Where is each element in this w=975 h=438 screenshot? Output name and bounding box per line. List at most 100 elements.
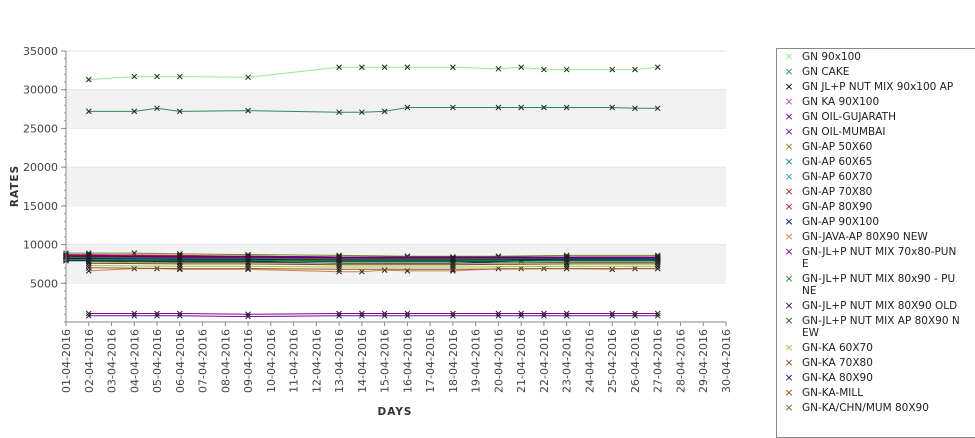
data-point (563, 312, 570, 319)
legend-label: GN-AP 60X65 (802, 156, 873, 168)
data-point (654, 312, 661, 319)
data-point (85, 253, 92, 260)
data-point (336, 260, 342, 267)
data-point (450, 310, 456, 317)
series-15 (63, 255, 661, 263)
data-point (450, 64, 456, 71)
legend-item: × GN-KA 80X90 (777, 370, 975, 385)
data-point (541, 66, 547, 73)
data-point (450, 266, 456, 273)
x-tick-label: 07-04-2016 (197, 329, 210, 393)
data-point (450, 312, 456, 319)
legend-marker-icon: × (784, 245, 794, 258)
legend-marker-icon: × (784, 50, 794, 63)
data-point (176, 259, 183, 266)
data-point (404, 64, 411, 71)
legend-item: × GN-JL+P NUT MIX AP 80X90 NEW (777, 313, 975, 340)
legend-label: GN OIL-MUMBAI (802, 126, 886, 138)
data-point (654, 310, 661, 317)
series-4 (85, 310, 661, 318)
data-point (404, 310, 411, 317)
data-point (654, 254, 661, 261)
data-point (609, 66, 616, 73)
data-point (359, 64, 365, 71)
data-point (245, 259, 251, 266)
y-tick-label: 35000 (23, 45, 58, 58)
data-point (336, 312, 342, 319)
data-point (154, 73, 160, 80)
y-tick-label: 5000 (30, 277, 58, 290)
data-point (176, 310, 183, 317)
legend-marker-icon: × (784, 200, 794, 213)
x-tick-label: 09-04-2016 (242, 329, 255, 393)
data-point (609, 104, 616, 111)
legend-marker-icon: × (784, 95, 794, 108)
x-axis-label: DAYS (377, 406, 412, 418)
legend-marker-icon: × (784, 314, 794, 327)
data-point (632, 312, 638, 319)
data-point (381, 267, 388, 273)
legend-label: GN-KA 60X70 (802, 342, 873, 354)
x-tick-label: 10-04-2016 (265, 329, 278, 393)
x-tick-label: 01-04-2016 (60, 329, 73, 393)
x-tick-label: 11-04-2016 (288, 329, 301, 393)
series-line (66, 258, 658, 261)
y-tick-label: 25000 (23, 122, 58, 135)
data-point (381, 64, 388, 71)
data-point (450, 260, 456, 267)
legend-item: × GN OIL-GUJARATH (777, 109, 975, 124)
data-point (245, 313, 251, 320)
legend: × GN 90x100 × GN CAKE × GN JL+P NUT MIX 90x10… (776, 48, 975, 438)
legend-item: × GN OIL-MUMBAI (777, 124, 975, 139)
legend-label: GN-JL+P NUT MIX 80x90 - PUNE (802, 273, 956, 297)
data-point (609, 310, 616, 317)
axes: 5000 10000 15000 20000 25000 30000 35000 01-04-… (23, 45, 733, 393)
line-chart: 5000 10000 15000 20000 25000 30000 35000 01-04-… (9, 45, 733, 418)
data-point (563, 104, 570, 111)
x-tick-label: 22-04-2016 (538, 329, 551, 393)
data-point (131, 73, 138, 80)
data-point (336, 268, 342, 275)
data-point (245, 74, 251, 81)
data-point (450, 254, 456, 261)
legend-label: GN-AP 60X70 (802, 171, 873, 183)
data-point (85, 310, 92, 317)
data-point (404, 312, 411, 319)
series-5 (85, 312, 661, 320)
data-point (541, 312, 547, 319)
data-point (563, 66, 570, 73)
series-line (66, 255, 658, 259)
data-point (131, 108, 138, 115)
legend-item: × GN 90x100 (777, 49, 975, 64)
data-point (176, 108, 183, 115)
data-point (563, 259, 570, 266)
series-line (66, 258, 658, 262)
data-point (495, 310, 502, 317)
data-point (359, 312, 365, 319)
legend-item: × GN-AP 70X80 (777, 184, 975, 199)
legend-marker-icon: × (784, 299, 794, 312)
data-point (518, 64, 525, 71)
x-tick-label: 05-04-2016 (151, 329, 164, 393)
data-point (654, 64, 661, 71)
legend-label: GN-JL+P NUT MIX AP 80X90 NEW (802, 315, 960, 339)
y-tick-label: 30000 (23, 84, 58, 97)
x-tick-label: 08-04-2016 (219, 329, 232, 393)
legend-item: × GN-AP 90X100 (777, 214, 975, 229)
x-tick-label: 23-04-2016 (561, 329, 574, 393)
data-point (632, 66, 638, 73)
legend-marker-icon: × (784, 386, 794, 399)
legend-label: GN-JAVA-AP 80X90 NEW (802, 231, 928, 243)
legend-item: × GN-AP 60X65 (777, 154, 975, 169)
x-tick-label: 17-04-2016 (424, 329, 437, 393)
data-point (495, 65, 502, 72)
data-point (563, 310, 570, 317)
legend-label: GN OIL-GUJARATH (802, 111, 896, 123)
x-tick-label: 24-04-2016 (583, 329, 596, 393)
x-tick-label: 21-04-2016 (515, 329, 528, 393)
legend-marker-icon: × (784, 80, 794, 93)
data-point (518, 310, 525, 317)
legend-label: GN-KA 80X90 (802, 372, 873, 384)
data-point (654, 265, 661, 272)
legend-item: × GN KA 90X100 (777, 94, 975, 109)
